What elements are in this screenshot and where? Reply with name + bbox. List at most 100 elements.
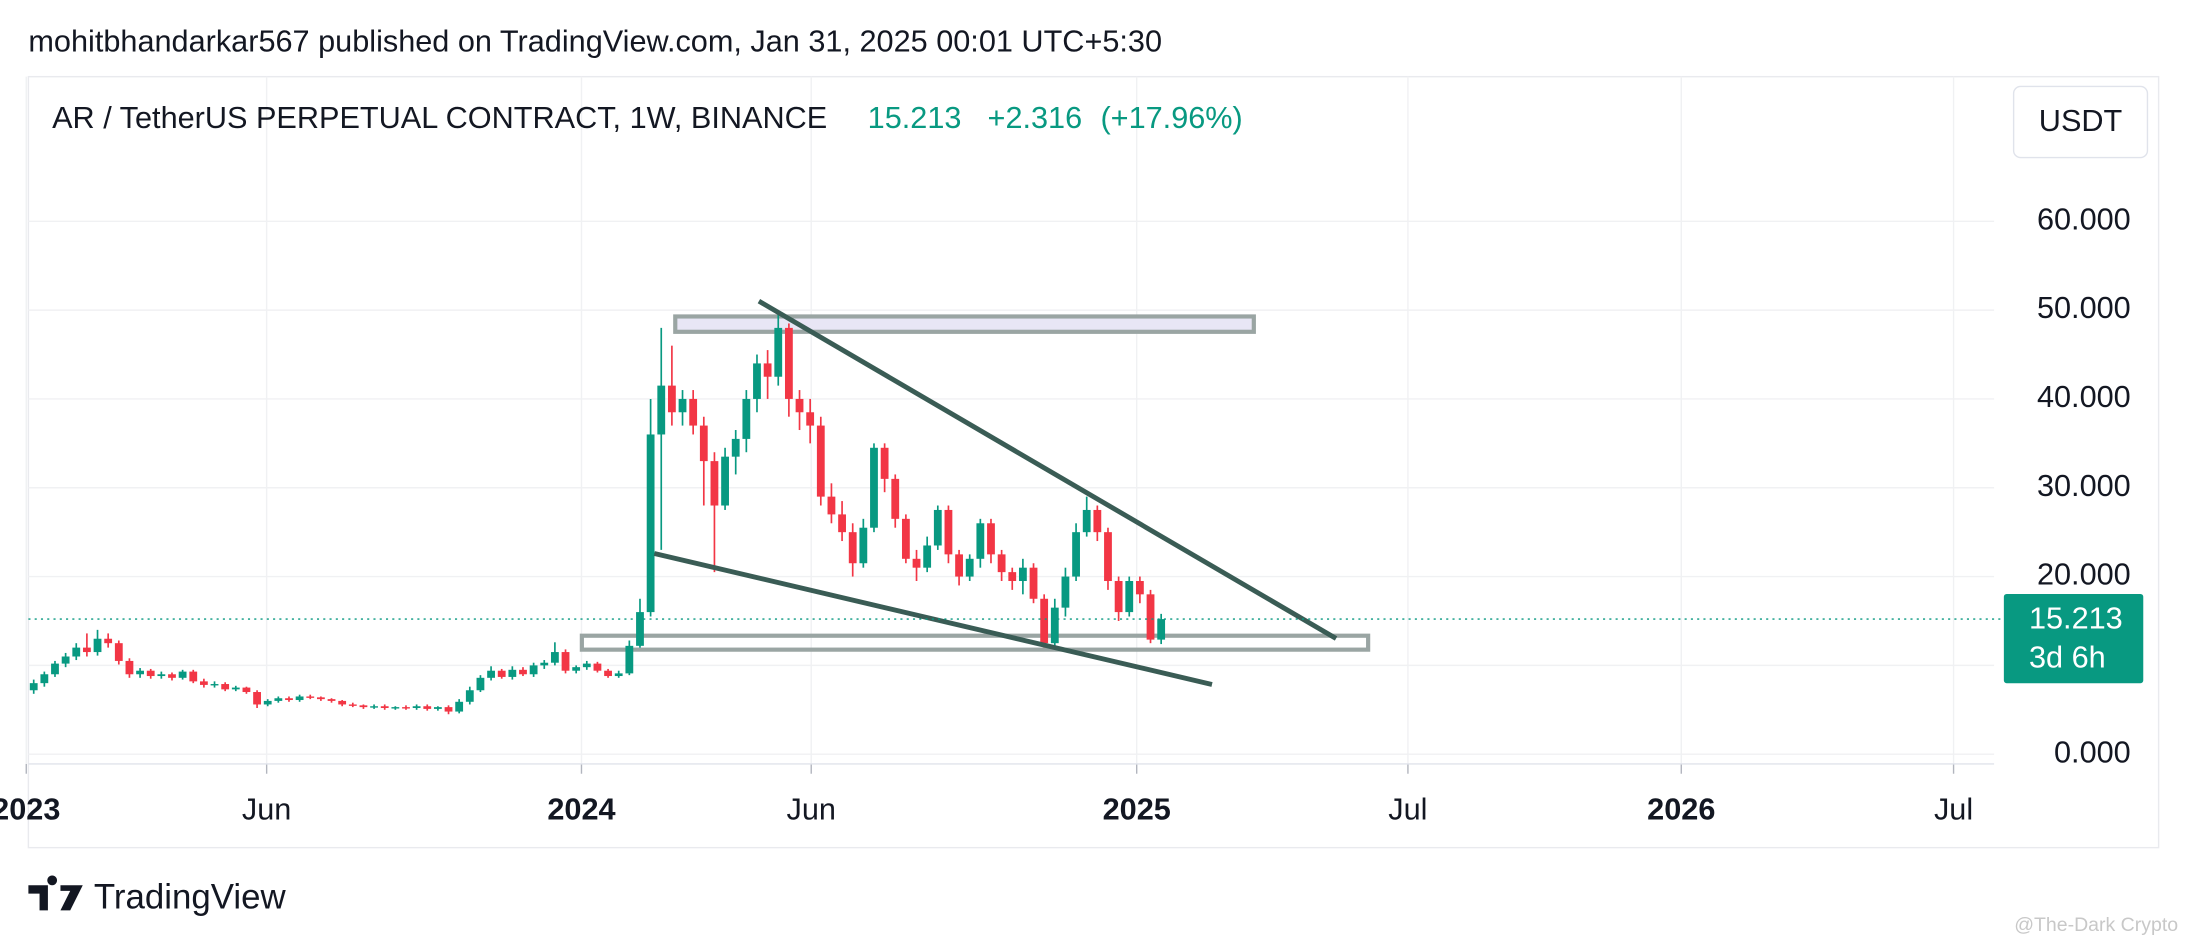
candle-body (933, 509, 942, 546)
candle-body (997, 554, 1006, 573)
candle-body (370, 706, 378, 708)
candle-body (93, 638, 102, 653)
candle-body (987, 523, 995, 555)
candle-body (1093, 509, 1102, 533)
candles (29, 314, 1166, 715)
x-tick-label: Jul (1388, 792, 1427, 826)
candle-body (178, 671, 187, 678)
candle-body (593, 663, 602, 671)
candle-body (295, 696, 304, 701)
currency[interactable]: USDT (2039, 104, 2123, 138)
x-tick-label: Jul (1934, 792, 1973, 826)
candle-body (242, 687, 251, 693)
candle-body (487, 670, 495, 678)
candle-body (61, 656, 70, 664)
candle-body (1040, 598, 1049, 644)
candle-body (146, 670, 155, 677)
candle-body (816, 425, 825, 497)
candle-body (689, 398, 698, 426)
candle-body (731, 438, 740, 457)
brand: TradingView (94, 877, 287, 916)
last-price-box (2003, 593, 2144, 684)
candle-body (189, 671, 198, 682)
candle-body (455, 701, 464, 712)
candle-body (412, 706, 421, 709)
candle-body (40, 674, 49, 684)
candle-body (1008, 572, 1017, 582)
candle-body (561, 652, 570, 671)
candle-body (444, 707, 453, 712)
candle-body (82, 647, 91, 653)
y-tick-label: 50.000 (2037, 291, 2131, 325)
candle-body (327, 699, 336, 701)
y-tick-label: 20.000 (2037, 558, 2131, 592)
candle-body (806, 412, 815, 426)
candle-body (976, 523, 985, 559)
overlay: 0.00010.00020.00030.00040.00050.00060.00… (0, 202, 2144, 826)
candle-body (572, 667, 581, 671)
candle-body (912, 558, 921, 568)
candle-body (51, 663, 59, 675)
x-tick-label: 2023 (0, 792, 60, 826)
candle-body (72, 647, 81, 657)
candle-body (231, 687, 240, 690)
candle-body (667, 385, 676, 413)
x-tick-label: 2026 (1647, 792, 1715, 826)
candle-body (901, 518, 910, 559)
y-tick-label: 0.000 (2054, 735, 2131, 769)
candle-body (433, 707, 442, 709)
last-price: 15.213 (868, 101, 962, 135)
candle-body (870, 447, 878, 528)
candle-body (880, 447, 889, 479)
candle-body (1104, 532, 1112, 582)
x-tick-label: 2025 (1103, 792, 1171, 826)
watermark: @The-Dark Crypto (2014, 914, 2178, 936)
publisher: mohitbhandarkar567 published on TradingV… (28, 24, 1162, 58)
candle-body (742, 398, 751, 439)
candle-body (955, 554, 963, 577)
x-tick-label: Jun (787, 792, 836, 826)
candle-body (168, 674, 176, 678)
chart-frame (27, 75, 2160, 849)
last-price-label: 15.213 (2029, 602, 2123, 636)
countdown: 3d 6h (2029, 641, 2106, 675)
candle-body (1029, 567, 1038, 599)
candle-body (402, 707, 410, 709)
candle-body (210, 684, 219, 686)
price-change-percent: (+17.96%) (1100, 101, 1242, 135)
candle-body (391, 707, 400, 709)
candle-body (157, 674, 166, 677)
candle-body (550, 652, 559, 663)
candle-body (497, 670, 506, 677)
candle-body (348, 704, 357, 706)
candle-body (338, 700, 347, 705)
candle-body (253, 692, 261, 705)
candle-body (614, 673, 623, 677)
candle-body (1146, 594, 1155, 640)
y-tick-label: 40.000 (2037, 380, 2131, 414)
candle-body (678, 398, 687, 413)
brand-icon (28, 875, 83, 911)
x-tick-label: 2024 (547, 792, 615, 826)
candle-body (359, 705, 368, 708)
candle-body (519, 669, 527, 675)
candle-body (104, 638, 113, 644)
candle-body (263, 700, 272, 705)
candle-body (1082, 509, 1091, 533)
candle-body (636, 612, 644, 646)
candle-body (274, 698, 283, 701)
candle-body (1114, 581, 1123, 613)
brand-logo: TradingView (28, 875, 287, 916)
candle-body (721, 456, 729, 506)
price-change: +2.316 (988, 101, 1083, 135)
currency-button[interactable] (2012, 85, 2149, 159)
candle-body (476, 677, 485, 691)
candle-body (944, 509, 953, 555)
candle-body (221, 684, 230, 690)
candle-body (965, 558, 974, 577)
drawings (579, 314, 1371, 652)
candle-body (114, 643, 123, 661)
